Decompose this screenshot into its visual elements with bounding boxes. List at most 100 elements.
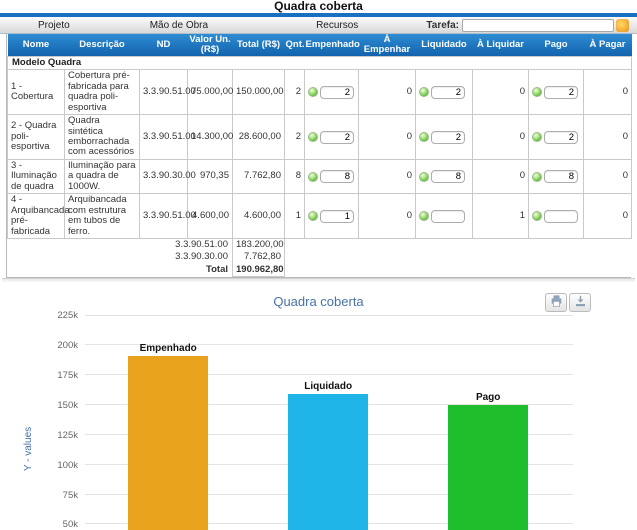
liquidado-status-icon[interactable] [419,132,429,142]
pago-cell [528,114,584,160]
bar-liquidado[interactable] [288,394,369,530]
a-empenhar-cell: 0 [358,114,416,160]
liquidado-input[interactable] [431,130,465,144]
table-body: Modelo Quadra 1 - Cobertura Cobertura pré-… [7,55,632,278]
qnt-cell: 2 [284,69,305,116]
column-header[interactable]: Qnt. [284,34,305,57]
subtotal-nd-label: 3.3.90.51.00 [7,238,233,252]
pago-status-icon[interactable] [532,171,542,182]
table-header-row: Nome Descrição ND Valor Un. (R$) Total (R$) Q… [7,34,632,57]
y-gridline [85,344,573,346]
pago-status-icon[interactable] [532,211,542,222]
y-tick-label: 150k [57,399,78,411]
menu-item-projeto[interactable]: Projeto [38,19,70,31]
total-cell: 28.600,00 [232,114,285,160]
tarefa-field-group: Tarefa: [426,18,629,32]
bar-empenhado[interactable] [128,355,209,530]
column-header[interactable]: À Pagar [583,34,632,57]
pago-input[interactable] [544,170,578,184]
y-axis-title: Y - values [23,427,34,472]
menu-item-recursos[interactable]: Recursos [316,19,359,31]
a-pagar-cell: 0 [583,158,632,195]
column-header[interactable]: Nome [7,34,65,57]
empenhado-cell [304,193,359,239]
bar-pago[interactable] [448,404,529,530]
download-icon [574,294,587,312]
a-empenhar-cell: 0 [358,69,416,116]
table-bottom-edge [2,278,635,283]
page-title: Quadra coberta [274,0,363,13]
pago-input[interactable] [544,85,578,99]
liquidado-input[interactable] [431,209,465,223]
descricao-cell: Cobertura pré-fabricada para quadra poli… [64,69,140,116]
nome-cell: 2 - Quadra poli-esportiva [7,114,65,160]
a-empenhar-cell: 0 [358,193,416,239]
y-tick-label: 100k [57,459,78,471]
a-empenhar-cell: 0 [358,158,416,195]
a-liquidar-cell: 0 [472,69,529,116]
qnt-cell: 2 [284,114,305,160]
column-header[interactable]: Pago [528,34,584,57]
empenhado-input[interactable] [320,130,354,144]
descricao-cell: Iluminação para a quadra de 1000W. [64,158,140,195]
menu-item-mao-de-obra[interactable]: Mão de Obra [149,19,209,31]
liquidado-status-icon[interactable] [419,211,429,222]
print-button[interactable] [545,293,567,313]
column-header[interactable]: Valor Un. (R$) [187,34,233,57]
qnt-cell: 8 [284,158,305,195]
empenhado-status-icon[interactable] [308,87,318,98]
pago-input[interactable] [544,130,578,144]
empenhado-cell [304,158,359,195]
nd-cell: 3.3.90.51.00 [139,114,196,160]
chart: Quadra coberta Y - values Empenhado Liqui… [0,290,637,530]
a-liquidar-cell: 1 [472,193,529,239]
column-header[interactable]: Liquidado [415,34,473,57]
nome-cell: 3 - Iluminação de quadra [7,158,65,195]
empenhado-input[interactable] [320,170,354,184]
y-tick-label: 75k [62,489,78,501]
pago-cell [528,69,584,116]
liquidado-status-icon[interactable] [419,87,429,98]
nd-cell: 3.3.90.51.00 [139,193,196,239]
liquidado-cell [415,193,473,239]
column-header[interactable]: À Liquidar [472,34,529,57]
empenhado-status-icon[interactable] [308,132,318,142]
tarefa-action-icon[interactable] [616,18,629,32]
download-button[interactable] [569,293,591,313]
pago-status-icon[interactable] [532,87,542,98]
column-header[interactable]: Descrição [64,34,140,57]
liquidado-cell [415,114,473,160]
table-row: 2 - Quadra poli-esportiva Quadra sintétic… [7,114,632,160]
column-header[interactable]: Empenhado [304,34,360,57]
y-tick-label: 125k [57,429,78,441]
pago-input[interactable] [544,209,578,223]
printer-icon [550,294,563,312]
liquidado-status-icon[interactable] [419,171,429,182]
descricao-cell: Quadra sintética emborrachada com acessó… [64,114,140,160]
empenhado-status-icon[interactable] [308,171,318,182]
empenhado-cell [304,114,359,160]
empenhado-status-icon[interactable] [308,211,318,222]
pago-status-icon[interactable] [532,132,542,142]
empenhado-input[interactable] [320,85,354,99]
column-header[interactable]: À Empenhar [358,34,416,57]
y-tick-label: 200k [57,340,78,352]
chart-plot: Empenhado Liquidado Pago [85,315,573,530]
liquidado-cell [415,158,473,195]
table-row: 4 - Arquibancada pré-fabricada Arquibanca… [7,193,632,239]
pago-cell [528,193,584,239]
liquidado-input[interactable] [431,85,465,99]
total-cell: 7.762,80 [232,158,285,195]
a-pagar-cell: 0 [583,69,632,116]
a-pagar-cell: 0 [583,114,632,160]
column-header[interactable]: ND [139,34,188,57]
empenhado-input[interactable] [320,209,354,223]
group-label: Modelo Quadra [7,55,632,71]
tarefa-input[interactable] [462,18,614,32]
bar-label: Pago [475,391,501,403]
liquidado-input[interactable] [431,170,465,184]
liquidado-cell [415,69,473,116]
nome-cell: 4 - Arquibancada pré-fabricada [7,193,70,239]
table-row: 1 - Cobertura Cobertura pré-fabricada par… [7,69,632,116]
column-header[interactable]: Total (R$) [232,34,285,57]
